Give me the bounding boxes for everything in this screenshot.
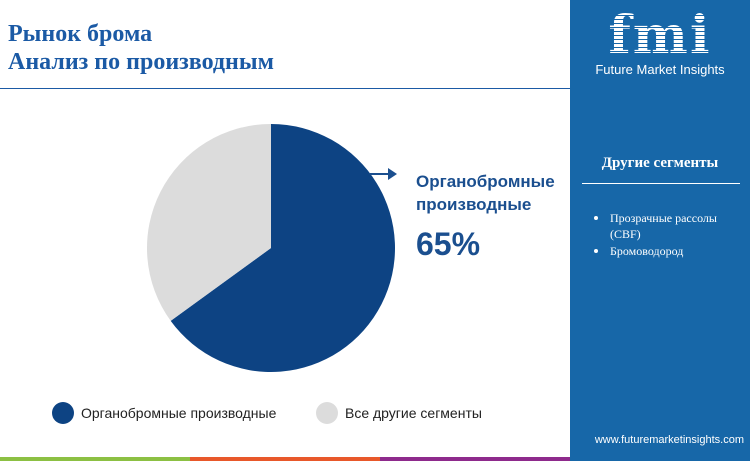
footer-bar-orange — [190, 457, 380, 461]
side-panel: fmi Future Market Insights Другие сегмен… — [570, 0, 750, 461]
legend-label: Органобромные производные — [81, 405, 277, 421]
footer-bar-green — [0, 457, 190, 461]
title-line-1: Рынок брома — [8, 21, 153, 47]
footer-bar-purple — [380, 457, 570, 461]
website-link[interactable]: www.futuremarketinsights.com — [594, 434, 744, 446]
legend-swatch — [316, 402, 338, 424]
segment-item: Прозрачные рассолы (CBF) — [594, 210, 734, 242]
other-segments-title: Другие сегменты — [601, 155, 719, 171]
brand-name: Future Market Insights — [595, 62, 725, 77]
legend-item-organobromine: Органобромные производные — [52, 402, 276, 424]
title-line-2: Анализ по производным — [8, 49, 274, 75]
logo-mark: fmi — [570, 8, 750, 64]
segments-divider — [582, 183, 740, 184]
title-divider — [0, 88, 570, 89]
legend-item-other: Все другие сегменты — [316, 402, 482, 424]
callout-label: Органобромные производные — [416, 172, 555, 214]
segments-list: Прозрачные рассолы (CBF) Бромоводород — [594, 210, 734, 260]
pie-chart — [147, 124, 397, 372]
callout-value: 65% — [416, 226, 481, 262]
page-title: Рынок брома Анализ по производным — [8, 20, 274, 76]
segment-item: Бромоводород — [594, 243, 734, 259]
pie-slice-1 — [147, 124, 271, 321]
legend-label: Все другие сегменты — [345, 405, 482, 421]
callout-arrow-head — [388, 168, 397, 180]
legend-swatch — [52, 402, 74, 424]
pie-slice-0 — [170, 124, 395, 372]
fmi-logo: fmi Future Market Insights — [570, 8, 750, 78]
